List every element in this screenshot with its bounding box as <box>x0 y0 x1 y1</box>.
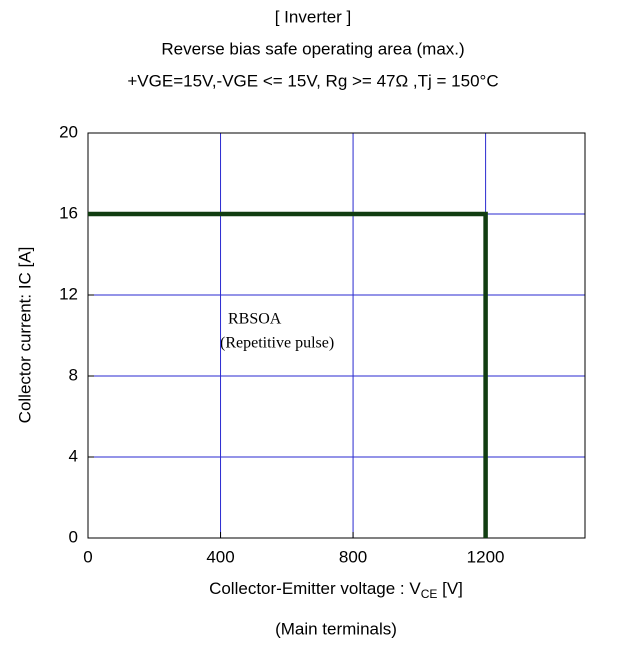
y-tick-label: 4 <box>69 446 78 465</box>
chart-title: [ Inverter ] <box>275 7 352 26</box>
annotation: RBSOA <box>228 311 282 328</box>
chart-title: Reverse bias safe operating area (max.) <box>161 39 464 58</box>
x-axis-label-text: Collector-Emitter voltage : V <box>209 579 421 598</box>
x-tick-label: 0 <box>83 547 92 566</box>
y-tick-label: 12 <box>59 284 78 303</box>
y-tick-label: 8 <box>69 365 78 384</box>
x-axis-label-unit: [V] <box>437 579 463 598</box>
x-axis-note: (Main terminals) <box>275 619 397 638</box>
plot-frame <box>87 132 586 539</box>
x-tick-label: 1200 <box>467 547 505 566</box>
y-tick-label: 20 <box>59 122 78 141</box>
y-axis-label: Collector current: IC [A] <box>15 247 34 424</box>
x-tick-label: 400 <box>206 547 234 566</box>
chart-subtitle: +VGE=15V,-VGE <= 15V, Rg >= 47Ω ,Tj = 15… <box>127 71 498 90</box>
x-axis-label-sub: CE <box>421 587 438 601</box>
data-line <box>88 211 488 538</box>
x-axis-label: Collector-Emitter voltage : VCE [V] <box>209 579 463 601</box>
y-tick-label: 16 <box>59 203 78 222</box>
y-tick-label: 0 <box>69 527 78 546</box>
x-tick-label: 800 <box>339 547 367 566</box>
annotation: (Repetitive pulse) <box>220 335 334 352</box>
